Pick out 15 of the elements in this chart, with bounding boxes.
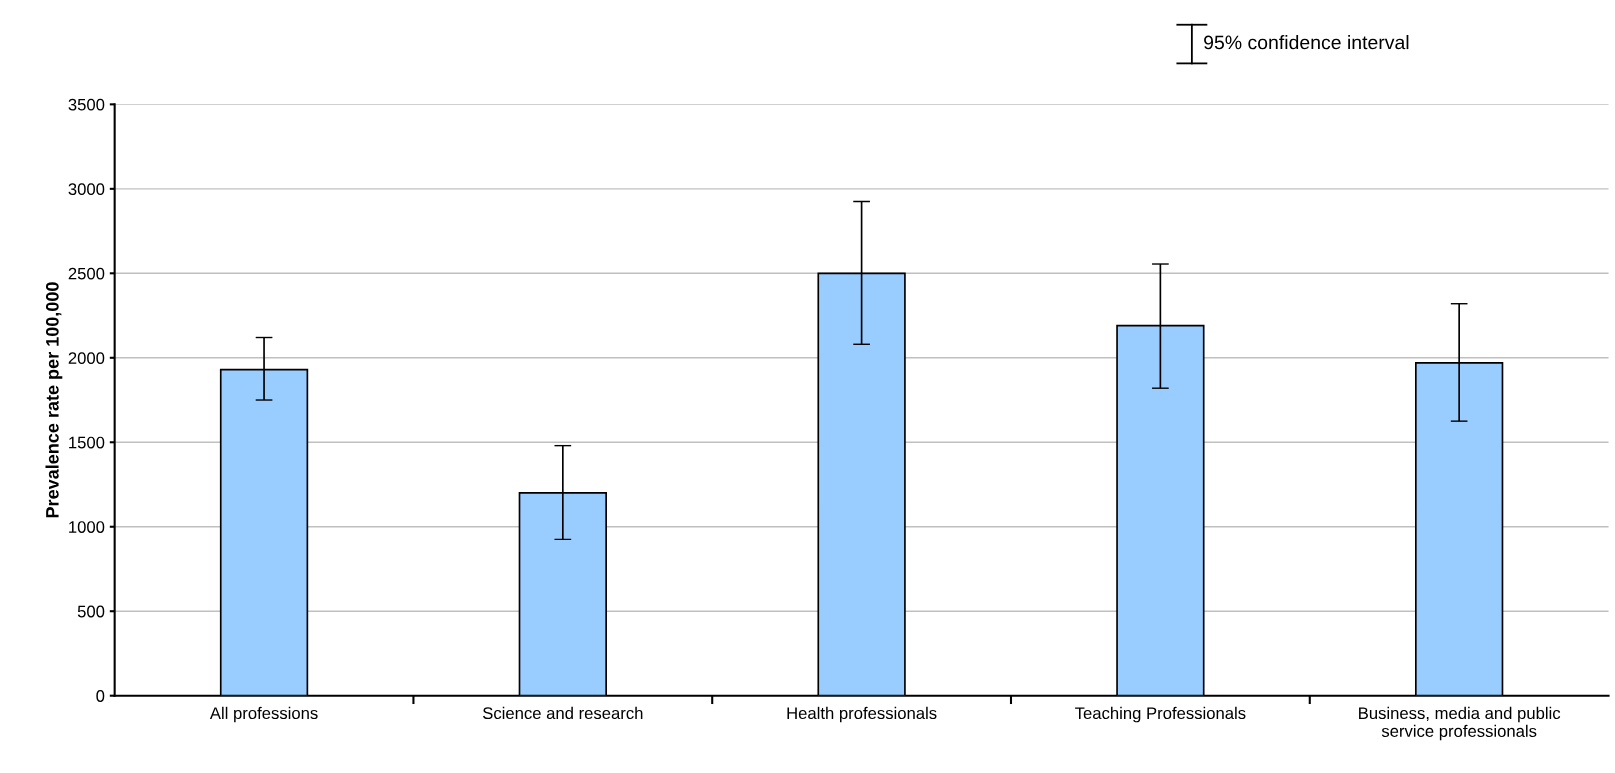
y-tick-label: 1000 [69,521,105,533]
x-tick-label: Health professionals [787,706,937,723]
x-tick-label: All professions [209,706,318,723]
x-tick-label: Science and research [482,706,643,720]
x-tick-label: Business, media and public service professionals [1359,706,1561,741]
y-tick-label: 0 [96,690,105,702]
y-tick-label: 3000 [68,183,105,196]
text: 95% confidence interval [1204,35,1409,50]
y-tick-label: 2500 [68,267,105,280]
y-tick-label: 3500 [68,98,105,111]
y-tick-label: 2000 [68,352,105,364]
x-tick-label: Teaching Professionals [1075,706,1246,723]
y-tick-label: 1500 [69,436,105,449]
y-axis-title: Prevalence rate per 100,000 [45,282,63,518]
y-tick-label: 500 [77,605,105,618]
